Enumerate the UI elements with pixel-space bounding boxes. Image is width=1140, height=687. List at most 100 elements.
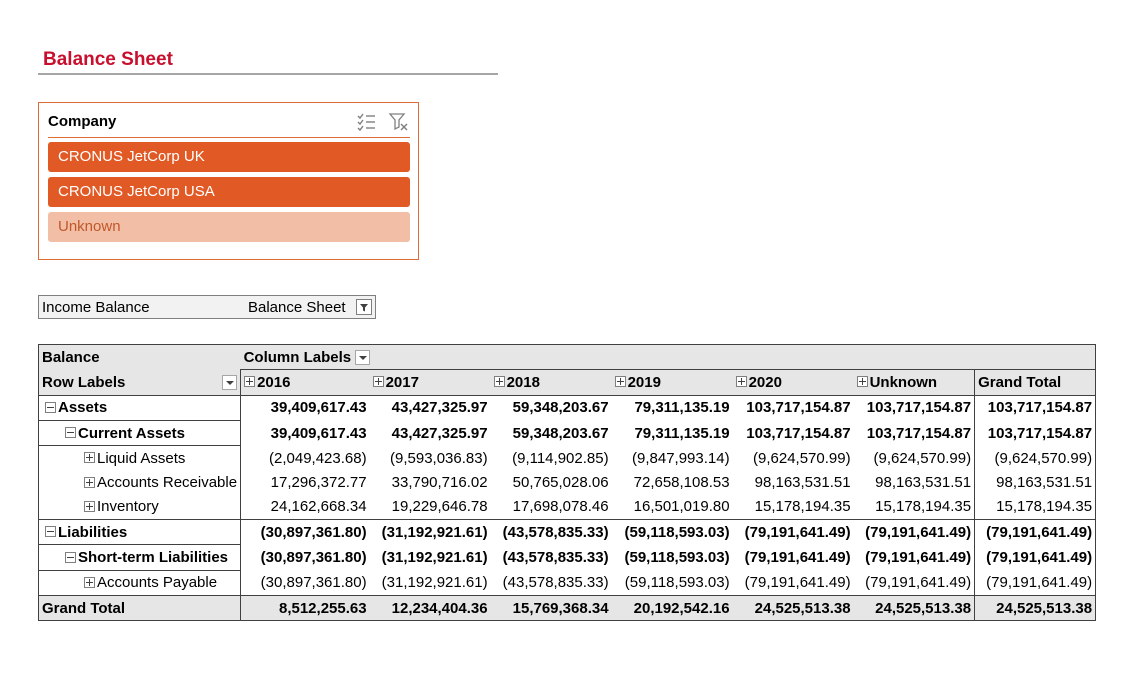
collapse-icon[interactable] (65, 551, 76, 563)
expand-icon[interactable] (84, 476, 95, 488)
row-label[interactable]: Liquid Assets (38, 445, 242, 471)
expand-icon[interactable] (84, 576, 95, 588)
value-cell: (59,118,593.03) (611, 519, 733, 545)
expand-icon[interactable] (856, 376, 868, 388)
value-cell: (79,191,641.49) (865, 574, 972, 592)
collapse-icon[interactable] (65, 427, 76, 439)
value-cell: 103,717,154.87 (746, 424, 851, 442)
value-cell: 98,163,531.51 (974, 470, 1096, 495)
col-header-2018[interactable]: 2018 (490, 369, 612, 396)
row-label-text: Inventory (97, 498, 159, 516)
value-cell: (79,191,641.49) (853, 519, 975, 545)
value-cell: (79,191,641.49) (865, 549, 972, 567)
value-cell: 50,765,028.06 (512, 474, 609, 492)
expand-icon[interactable] (372, 376, 384, 388)
report-filter: Income Balance Balance Sheet (38, 295, 376, 319)
pivot-table: Balance Column Labels Row Labels 2016 20… (38, 344, 1097, 622)
value-cell: 15,178,194.35 (974, 494, 1096, 520)
value-cell: 103,717,154.87 (974, 420, 1096, 446)
grand-total-cell: 8,512,255.63 (240, 594, 370, 621)
value-cell: 103,717,154.87 (853, 394, 975, 421)
value-cell: 103,717,154.87 (732, 394, 854, 421)
slicer-item-cronus-jetcorp-uk[interactable]: CRONUS JetCorp UK (48, 142, 410, 172)
value-cell: 98,163,531.51 (875, 474, 972, 492)
column-labels-header[interactable]: Column Labels (240, 344, 1096, 370)
row-label-text: Current Assets (78, 424, 185, 442)
slicer-item-unknown[interactable]: Unknown (48, 212, 410, 242)
row-label[interactable]: Inventory (38, 494, 242, 520)
value-cell: 24,162,668.34 (270, 498, 367, 516)
expand-icon[interactable] (84, 500, 95, 512)
grand-total-cell: 24,525,513.38 (732, 594, 854, 621)
grand-total-label: Grand Total (38, 594, 242, 621)
grand-total-cell: 20,192,542.16 (611, 594, 733, 621)
collapse-icon[interactable] (45, 401, 56, 413)
company-slicer: Company CRONUS JetCorp UK CRONUS JetCorp… (38, 102, 419, 260)
column-labels-dropdown-icon[interactable] (355, 350, 371, 366)
multi-select-icon[interactable] (356, 111, 378, 133)
table-row: Current Assets 39,409,617.43 43,427,325.97… (38, 419, 1096, 446)
value-cell: (9,624,570.99) (753, 449, 851, 467)
col-header-2019[interactable]: 2019 (611, 369, 733, 396)
row-labels-header[interactable]: Row Labels (38, 369, 242, 396)
slicer-item-cronus-jetcorp-usa[interactable]: CRONUS JetCorp USA (48, 177, 410, 207)
value-cell: (31,192,921.61) (381, 549, 488, 567)
expand-icon[interactable] (614, 376, 626, 388)
row-label-text: Liquid Assets (97, 449, 186, 467)
value-cell: (9,593,036.83) (390, 449, 488, 467)
value-cell: (31,192,921.61) (369, 519, 491, 545)
filter-icon[interactable] (356, 299, 372, 315)
table-row: Liabilities (30,897,361.80) (31,192,921.61… (38, 519, 1096, 545)
clear-filter-icon[interactable] (388, 111, 410, 133)
value-cell: 79,311,135.19 (611, 394, 733, 421)
grand-total-cell: 24,525,513.38 (853, 594, 975, 621)
expand-icon[interactable] (735, 376, 747, 388)
value-cell: (2,049,423.68) (269, 449, 367, 467)
value-cell: 59,348,203.67 (490, 394, 612, 421)
row-label[interactable]: Accounts Payable (38, 569, 242, 596)
row-label-text: Assets (58, 399, 108, 417)
row-labels-text: Row Labels (42, 373, 126, 391)
value-cell: (9,114,902.85) (512, 449, 609, 467)
table-row: Accounts Receivable 17,296,372.77 33,790,7… (38, 470, 1096, 495)
slicer-header: Company (48, 111, 410, 138)
collapse-icon[interactable] (45, 526, 56, 538)
value-cell: 33,790,716.02 (391, 474, 488, 492)
value-cell: 39,409,617.43 (240, 394, 370, 421)
expand-icon[interactable] (244, 376, 256, 388)
value-cell: (43,578,835.33) (502, 574, 609, 592)
row-label[interactable]: Liabilities (38, 519, 242, 545)
expand-icon[interactable] (84, 452, 95, 464)
value-cell: 15,178,194.35 (754, 498, 851, 516)
expand-icon[interactable] (493, 376, 505, 388)
value-cell: (9,624,570.99) (873, 449, 972, 467)
value-cell: 16,501,019.80 (633, 498, 730, 516)
col-header-grand-total: Grand Total (974, 369, 1096, 396)
table-row: Inventory 24,162,668.34 19,229,646.78 17,69… (38, 494, 1096, 520)
col-header-2020[interactable]: 2020 (732, 369, 854, 396)
value-cell: (79,191,641.49) (732, 519, 854, 545)
value-cell: (9,624,570.99) (974, 445, 1096, 471)
value-cell: (30,897,361.80) (260, 574, 367, 592)
value-cell: 17,698,078.46 (512, 498, 609, 516)
row-labels-dropdown-icon[interactable] (222, 374, 238, 390)
value-cell: 72,658,108.53 (633, 474, 730, 492)
col-header-2016[interactable]: 2016 (240, 369, 370, 396)
value-cell: 98,163,531.51 (754, 474, 851, 492)
slicer-title: Company (48, 113, 117, 130)
col-header-unknown[interactable]: Unknown (853, 369, 975, 396)
row-label[interactable]: Short-term Liabilities (38, 544, 242, 571)
grand-total-cell: 12,234,404.36 (369, 594, 491, 621)
row-label[interactable]: Assets (38, 394, 242, 421)
row-label-text: Accounts Receivable (97, 474, 238, 492)
value-cell: 79,311,135.19 (634, 424, 730, 442)
row-label[interactable]: Current Assets (38, 419, 242, 446)
col-header-2017[interactable]: 2017 (369, 369, 491, 396)
table-row: Liquid Assets (2,049,423.68) (9,593,036.83… (38, 445, 1096, 471)
row-label[interactable]: Accounts Receivable (38, 470, 242, 495)
grand-total-cell: 15,769,368.34 (490, 594, 612, 621)
value-cell: 43,427,325.97 (369, 394, 491, 421)
value-cell: (79,191,641.49) (974, 519, 1096, 545)
value-cell: 103,717,154.87 (866, 424, 972, 442)
table-row: Accounts Payable (30,897,361.80) (31,192,9… (38, 569, 1096, 596)
